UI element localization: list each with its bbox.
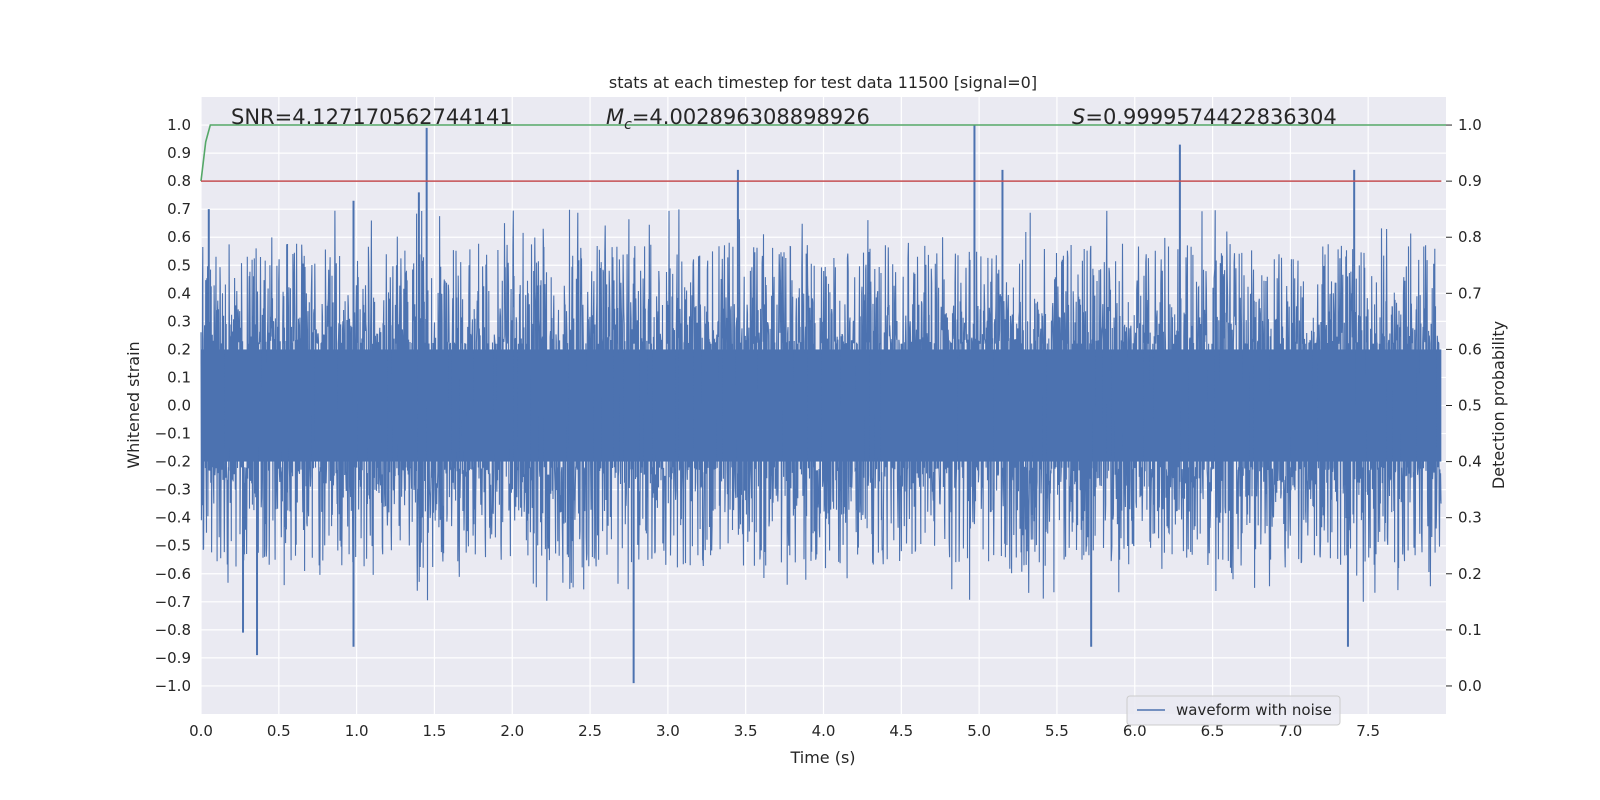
x-tick-label: 6.0 — [1123, 722, 1147, 740]
y-axis-label: Whitened strain — [124, 341, 143, 468]
y-tick-label: 1.0 — [167, 116, 191, 134]
x-tick-label: 1.5 — [423, 722, 447, 740]
y-tick-label: 0.0 — [167, 397, 191, 415]
x-tick-label: 7.5 — [1356, 722, 1380, 740]
chirp-mass-annotation: Mc=4.002896308898926 — [606, 105, 870, 133]
x-tick-label: 4.5 — [889, 722, 913, 740]
y-tick-label: 0.9 — [167, 144, 191, 162]
probability-line — [200, 124, 1446, 182]
right-tick-label: 0.4 — [1458, 453, 1482, 471]
y-tick-label: 0.5 — [167, 256, 191, 274]
y-tick-label: 0.6 — [167, 228, 191, 246]
waveform-series — [200, 125, 1442, 684]
right-tick-label: 0.9 — [1458, 172, 1482, 190]
s-value: =0.9999574422836304 — [1085, 105, 1336, 129]
y-tick-label: 0.7 — [167, 200, 191, 218]
right-tick-label: 0.2 — [1458, 565, 1482, 583]
x-tick-label: 5.5 — [1045, 722, 1069, 740]
y-tick-label: 0.8 — [167, 172, 191, 190]
legend-label-waveform: waveform with noise — [1176, 701, 1332, 719]
x-axis-label: Time (s) — [789, 748, 855, 767]
right-tick-label: 0.8 — [1458, 228, 1482, 246]
y-tick-label: 0.3 — [167, 312, 191, 330]
x-tick-label: 7.0 — [1278, 722, 1302, 740]
x-tick-label: 3.5 — [734, 722, 758, 740]
right-tick-label: 0.5 — [1458, 397, 1482, 415]
y-tick-label: −0.2 — [155, 453, 191, 471]
x-tick-label: 4.0 — [812, 722, 836, 740]
right-tick-label: 0.7 — [1458, 284, 1482, 302]
y-tick-label: −0.6 — [155, 565, 191, 583]
right-tick-label: 0.6 — [1458, 340, 1482, 358]
y-tick-label: −0.3 — [155, 481, 191, 499]
y-tick-label: 0.4 — [167, 284, 191, 302]
right-axis-ticks: 1.0 0.9 0.8 0.7 0.6 0.5 0.4 0.3 0.2 0.1 0.0 — [1446, 116, 1482, 695]
y-tick-label: −0.7 — [155, 593, 191, 611]
snr-annotation: SNR=4.127170562744141 — [231, 105, 513, 129]
right-tick-label: 0.1 — [1458, 621, 1482, 639]
x-tick-label: 2.5 — [578, 722, 602, 740]
y-tick-label: −1.0 — [155, 677, 191, 695]
x-tick-label: 5.0 — [967, 722, 991, 740]
y-tick-label: −0.9 — [155, 649, 191, 667]
waveform-line — [200, 209, 1442, 602]
mc-symbol: M — [606, 105, 624, 129]
x-tick-label: 2.0 — [500, 722, 524, 740]
right-tick-label: 1.0 — [1458, 116, 1482, 134]
y-tick-label: 0.2 — [167, 340, 191, 358]
right-tick-label: 0.0 — [1458, 677, 1482, 695]
legend: waveform with noise — [1126, 695, 1341, 726]
x-tick-label: 0.5 — [267, 722, 291, 740]
mc-value: =4.002896308898926 — [632, 105, 870, 129]
x-tick-label: 1.0 — [345, 722, 369, 740]
y-tick-label: −0.4 — [155, 509, 191, 527]
chart-title: stats at each timestep for test data 115… — [609, 73, 1037, 92]
x-axis-ticks: 0.0 0.5 1.0 1.5 2.0 2.5 3.0 3.5 4.0 4.5 5.0 5.5 6.0 6… — [189, 722, 1380, 740]
y-tick-label: −0.8 — [155, 621, 191, 639]
mc-subscript: c — [624, 117, 632, 133]
legend-box — [1126, 695, 1341, 726]
s-symbol: S — [1072, 105, 1085, 129]
right-axis-label: Detection probability — [1489, 321, 1508, 489]
x-tick-label: 0.0 — [189, 722, 213, 740]
x-tick-label: 3.0 — [656, 722, 680, 740]
right-tick-label: 0.3 — [1458, 509, 1482, 527]
y-tick-label: −0.1 — [155, 425, 191, 443]
significance-annotation: S=0.9999574422836304 — [1072, 105, 1337, 129]
probability-series — [200, 124, 1446, 182]
y-tick-label: −0.5 — [155, 537, 191, 555]
x-tick-label: 6.5 — [1201, 722, 1225, 740]
y-axis-ticks: 1.0 0.9 0.8 0.7 0.6 0.5 0.4 0.3 0.2 0.1 0.0 −0.1 −0.… — [155, 116, 191, 695]
y-tick-label: 0.1 — [167, 368, 191, 386]
